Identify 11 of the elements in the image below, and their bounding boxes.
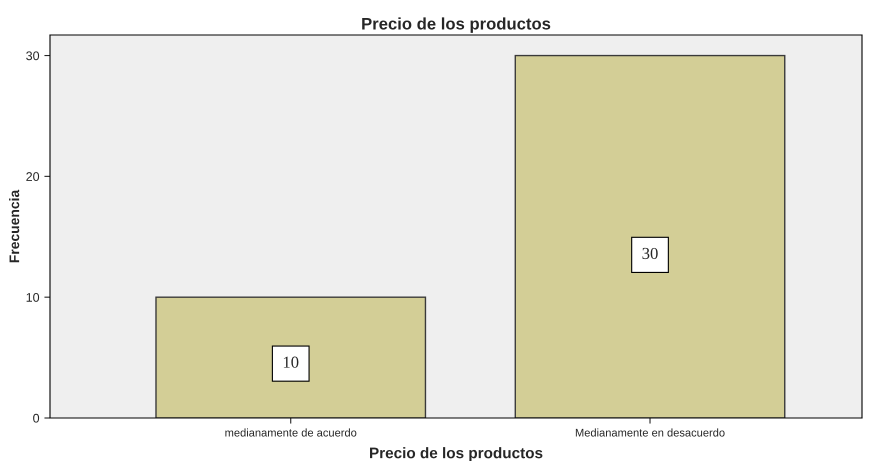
x-axis-title: Precio de los productos: [370, 447, 542, 461]
y-tick-label: 30: [26, 51, 40, 60]
data-label: 10: [284, 356, 298, 368]
y-tick-label: 20: [26, 172, 40, 182]
data-label: 30: [642, 248, 658, 260]
y-axis-title: Frecuencia: [9, 190, 20, 262]
y-tick-label: 10: [26, 292, 40, 302]
x-tick-label: medianamente de acuerdo: [225, 428, 356, 437]
x-tick-label: Medianamente en desacuerdo: [576, 428, 725, 437]
chart-title: Precio de los productos: [362, 17, 550, 33]
y-tick-label: 0: [33, 414, 40, 423]
